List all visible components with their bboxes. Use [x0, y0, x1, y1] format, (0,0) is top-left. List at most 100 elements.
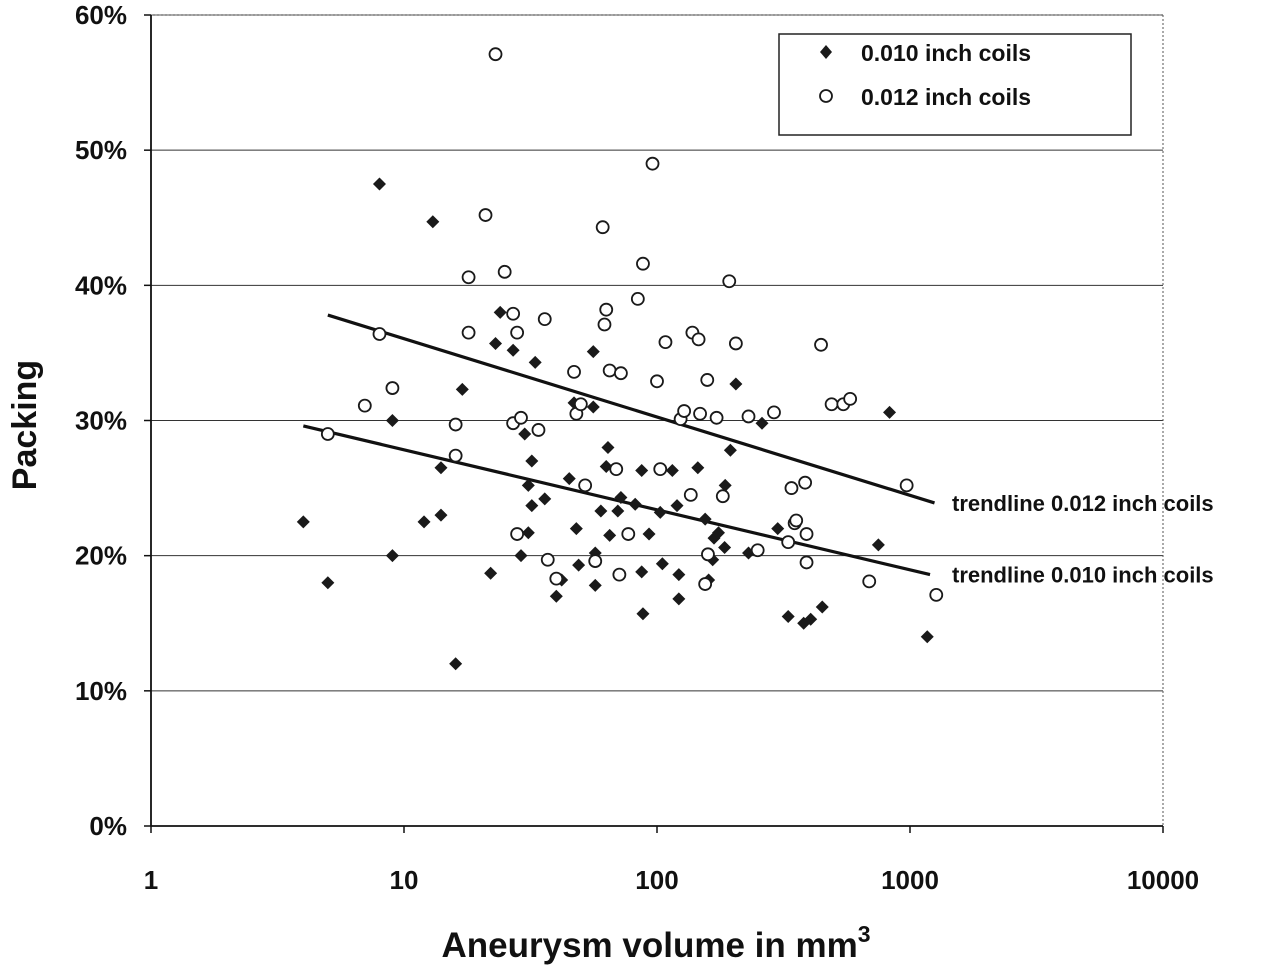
y-tick-label: 10% — [75, 676, 127, 706]
point-012 — [698, 577, 713, 591]
point-010 — [525, 499, 539, 513]
point-012 — [597, 317, 612, 332]
point-010 — [670, 499, 684, 513]
point-010 — [426, 215, 440, 229]
point-012 — [448, 448, 463, 463]
point-010 — [296, 515, 310, 529]
point-012 — [497, 264, 512, 279]
y-tick-label: 40% — [75, 270, 127, 300]
point-010 — [635, 464, 649, 478]
point-010 — [528, 355, 542, 369]
point-012 — [715, 489, 730, 504]
point-012 — [372, 327, 387, 341]
point-010 — [611, 504, 625, 518]
point-012 — [899, 478, 914, 493]
trendline — [327, 313, 935, 505]
point-010 — [455, 382, 469, 396]
point-010 — [586, 345, 600, 359]
point-012 — [602, 363, 617, 378]
point-012 — [461, 270, 476, 285]
point-012 — [357, 398, 372, 413]
y-tick-label: 60% — [75, 0, 127, 30]
point-012 — [567, 364, 581, 379]
point-012 — [700, 373, 715, 387]
point-012 — [693, 406, 707, 421]
point-010 — [653, 505, 667, 519]
point-010 — [434, 508, 448, 522]
point-010 — [588, 578, 602, 592]
point-012 — [741, 409, 756, 424]
point-010 — [594, 504, 608, 518]
point-012 — [510, 527, 525, 541]
point-010 — [514, 549, 528, 563]
point-012 — [728, 336, 743, 351]
point-010 — [521, 478, 535, 492]
point-012 — [510, 325, 525, 340]
point-010 — [883, 405, 897, 419]
point-012 — [599, 302, 614, 317]
x-axis-title: Aneurysm volume in mm3 — [441, 921, 870, 965]
point-010 — [569, 522, 583, 536]
point-010 — [691, 461, 705, 475]
point-012 — [750, 543, 765, 558]
legend-marker-circle — [819, 89, 833, 103]
trendline — [302, 424, 931, 577]
point-010 — [521, 526, 535, 540]
x-tick-label: 100 — [635, 865, 678, 895]
y-axis-title: Packing — [6, 360, 44, 490]
point-010 — [871, 538, 885, 552]
point-010 — [636, 607, 650, 621]
point-012 — [609, 462, 624, 477]
data-points — [296, 47, 944, 671]
point-012 — [385, 381, 400, 395]
point-010 — [549, 589, 563, 603]
point-012 — [653, 462, 668, 477]
point-012 — [784, 481, 799, 495]
point-010 — [601, 441, 615, 455]
point-010 — [372, 177, 386, 191]
point-012 — [767, 405, 781, 420]
x-tick-label: 10000 — [1127, 865, 1199, 895]
point-010 — [493, 305, 507, 319]
x-tick-label: 1 — [144, 865, 158, 895]
point-012 — [478, 208, 493, 222]
point-012 — [781, 535, 796, 550]
trendline-label: trendline 0.010 inch coils — [952, 563, 1214, 588]
point-012 — [691, 332, 706, 347]
legend-label-012: 0.012 inch coils — [861, 84, 1031, 110]
point-010 — [672, 592, 686, 606]
point-010 — [562, 472, 576, 486]
point-010 — [385, 549, 399, 563]
x-axis-title-main: Aneurysm volume in mm — [441, 926, 857, 965]
point-010 — [755, 416, 769, 430]
point-012 — [595, 220, 610, 235]
point-010 — [449, 657, 463, 671]
point-012 — [630, 291, 645, 306]
point-012 — [573, 397, 588, 412]
x-tick-label: 10 — [390, 865, 419, 895]
point-010 — [672, 568, 686, 582]
point-012 — [701, 547, 715, 562]
point-010 — [586, 400, 600, 414]
point-010 — [729, 377, 743, 391]
point-010 — [815, 600, 829, 614]
x-axis-title-superscript: 3 — [858, 921, 871, 947]
point-010 — [804, 612, 818, 626]
point-012 — [799, 555, 814, 570]
point-010 — [525, 454, 539, 468]
point-010 — [506, 343, 520, 357]
point-012 — [578, 478, 593, 493]
point-010 — [781, 609, 795, 623]
point-012 — [843, 391, 858, 406]
point-010 — [718, 541, 732, 555]
legend-box — [778, 33, 1132, 136]
point-010 — [417, 515, 431, 529]
point-012 — [636, 256, 650, 271]
point-012 — [448, 417, 463, 432]
point-012 — [488, 47, 503, 62]
point-010 — [614, 491, 628, 505]
point-010 — [538, 492, 552, 506]
point-010 — [718, 478, 732, 492]
point-012 — [814, 337, 828, 352]
x-tick-label: 1000 — [881, 865, 939, 895]
